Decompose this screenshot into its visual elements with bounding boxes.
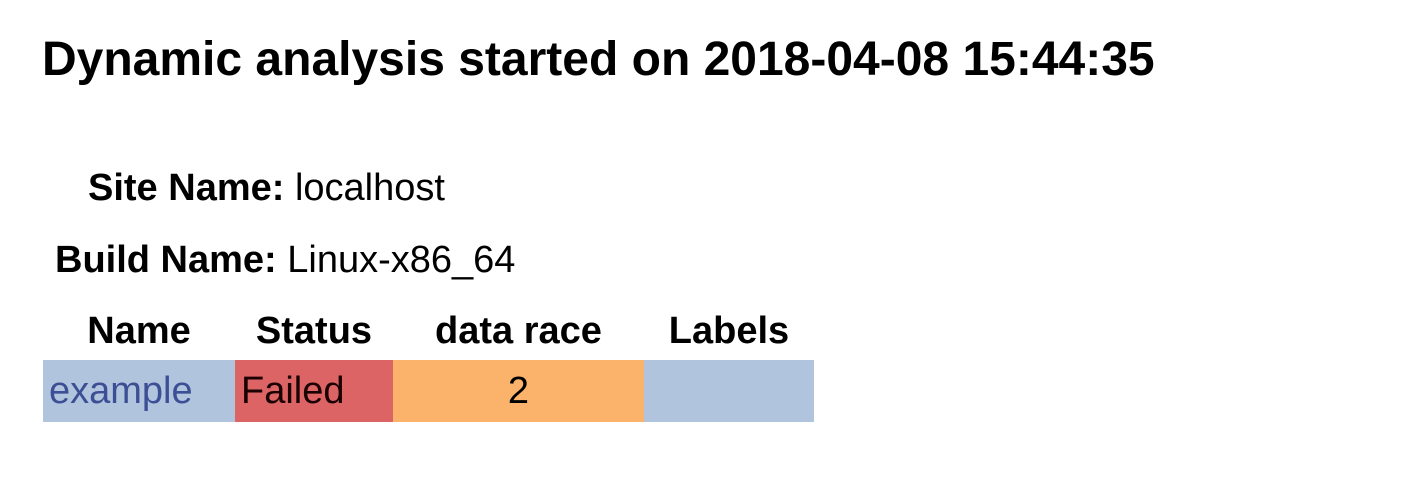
build-name-label: Build Name: — [55, 239, 277, 281]
build-name-value: Linux-x86_64 — [287, 239, 516, 281]
site-name-value: localhost — [294, 167, 445, 209]
column-header-labels[interactable]: Labels — [668, 309, 790, 352]
column-header-data-race[interactable]: data race — [435, 309, 602, 352]
site-name-row: Site Name: localhost — [88, 163, 445, 213]
build-name-row: Build Name: Linux-x86_64 — [55, 235, 515, 285]
table-header-row: Name Status data race Labels — [43, 302, 814, 360]
table-row: example Failed 2 — [43, 360, 814, 422]
page-title: Dynamic analysis started on 2018-04-08 1… — [42, 33, 1155, 86]
labels-cell — [644, 360, 814, 422]
column-header-name[interactable]: Name — [87, 309, 191, 352]
column-header-status[interactable]: Status — [255, 309, 373, 352]
test-name-link[interactable]: example — [43, 360, 235, 422]
data-race-count[interactable]: 2 — [393, 360, 644, 422]
site-name-label: Site Name: — [88, 167, 285, 209]
status-badge: Failed — [235, 360, 393, 422]
dynamic-analysis-table: Name Status data race Labels example Fai… — [43, 302, 814, 422]
